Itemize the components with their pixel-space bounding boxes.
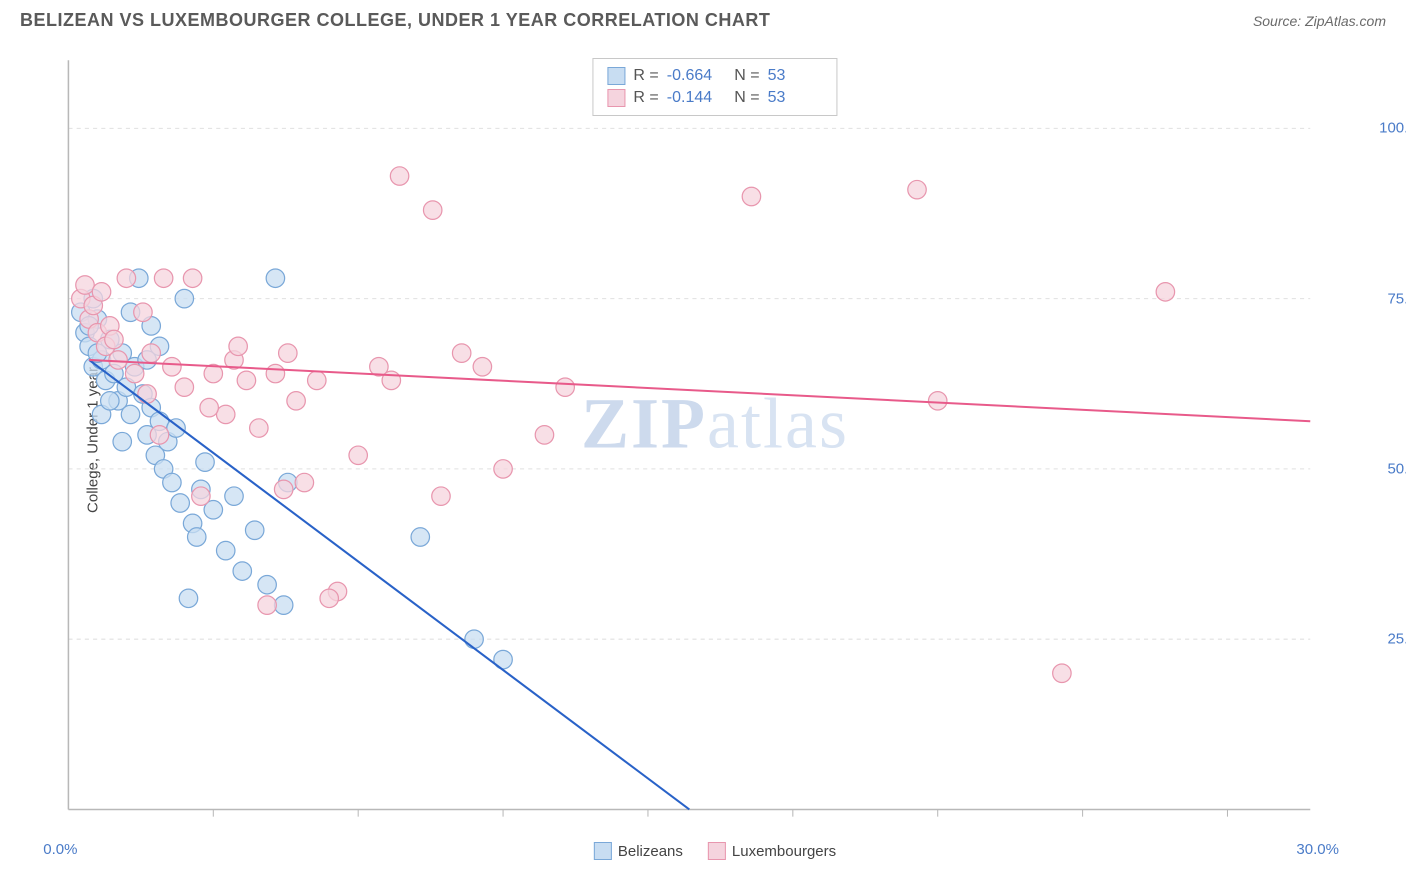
chart-container: College, Under 1 year ZIPatlas R = -0.66… xyxy=(50,50,1380,830)
n-value: 53 xyxy=(768,89,823,107)
scatter-plot xyxy=(50,50,1380,830)
r-value: -0.664 xyxy=(667,67,722,85)
series-legend: Belizeans Luxembourgers xyxy=(594,842,836,860)
legend-series-label: Luxembourgers xyxy=(732,843,836,860)
r-value: -0.144 xyxy=(667,89,722,107)
legend-stat-row: R = -0.144 N = 53 xyxy=(607,87,822,109)
y-tick-label: 100.0% xyxy=(1370,120,1406,137)
x-tick-label: 30.0% xyxy=(1296,841,1339,858)
n-label: N = xyxy=(730,89,760,107)
y-tick-label: 75.0% xyxy=(1370,290,1406,307)
correlation-legend: R = -0.664 N = 53 R = -0.144 N = 53 xyxy=(592,58,837,116)
n-label: N = xyxy=(730,67,760,85)
legend-series-item: Luxembourgers xyxy=(708,842,836,860)
y-tick-label: 50.0% xyxy=(1370,460,1406,477)
legend-stat-row: R = -0.664 N = 53 xyxy=(607,65,822,87)
legend-swatch xyxy=(708,842,726,860)
legend-swatch xyxy=(607,89,625,107)
chart-title: BELIZEAN VS LUXEMBOURGER COLLEGE, UNDER … xyxy=(20,10,770,31)
r-label: R = xyxy=(633,67,658,85)
n-value: 53 xyxy=(768,67,823,85)
legend-swatch xyxy=(607,67,625,85)
x-tick-label: 0.0% xyxy=(43,841,77,858)
legend-series-item: Belizeans xyxy=(594,842,683,860)
legend-swatch xyxy=(594,842,612,860)
r-label: R = xyxy=(633,89,658,107)
legend-series-label: Belizeans xyxy=(618,843,683,860)
y-tick-label: 25.0% xyxy=(1370,631,1406,648)
source-citation: Source: ZipAtlas.com xyxy=(1253,13,1386,29)
